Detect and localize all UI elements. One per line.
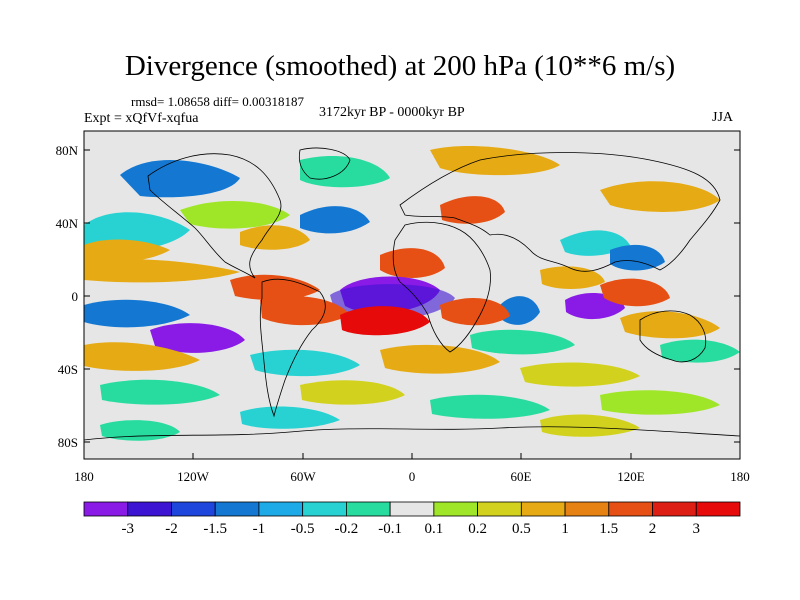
- field-patch: [600, 278, 670, 307]
- field-patch: [520, 362, 640, 387]
- colorbar-swatch: [127, 501, 172, 517]
- field-patch: [300, 156, 390, 188]
- coastline-north-america: [147, 153, 282, 279]
- field-patch: [240, 406, 340, 429]
- lon-tick-label: 180: [74, 469, 94, 484]
- lon-tick-label: 180: [730, 469, 750, 484]
- field-patch: [600, 181, 720, 212]
- colorbar-swatch: [695, 501, 741, 517]
- field-patch: [430, 394, 550, 419]
- field-patch: [84, 239, 170, 264]
- field-patch: [150, 323, 245, 353]
- colorbar-label: 3: [693, 521, 701, 537]
- lat-tick-label: 80N: [56, 143, 79, 158]
- colorbar-swatch: [477, 501, 522, 517]
- field-patch: [540, 266, 605, 289]
- experiment-label: Expt = xQfVf-xqfua: [84, 111, 199, 126]
- colorbar-swatch: [258, 501, 304, 517]
- colorbar-label: 1.5: [599, 521, 618, 537]
- coastlines: [83, 147, 741, 441]
- colorbar-label: 2: [649, 521, 657, 537]
- lat-tick-marks: [84, 149, 740, 443]
- colorbar-label: -0.5: [291, 521, 315, 537]
- field-patch: [380, 248, 445, 278]
- colorbar-swatch: [520, 501, 566, 517]
- colorbar-label: 1: [561, 521, 569, 537]
- lat-tick-labels: 80N 40N 0 40S 80S: [56, 143, 79, 450]
- field-patch: [84, 259, 240, 283]
- colorbar-label: 0.5: [512, 521, 531, 537]
- coastline-south-america: [259, 278, 326, 418]
- field-patch: [500, 296, 540, 325]
- colorbar-swatch: [433, 501, 479, 517]
- field-patch: [300, 380, 405, 405]
- lon-tick-label: 0: [409, 469, 416, 484]
- lon-tick-label: 120E: [617, 469, 645, 484]
- lon-tick-labels: 180 120W 60W 0 60E 120E 180: [74, 469, 750, 484]
- field-patch: [250, 349, 360, 377]
- colorbar-swatch: [652, 501, 697, 517]
- lon-tick-marks: [83, 453, 741, 459]
- colorbar-label: -1: [253, 521, 266, 537]
- colorbar-label: -2: [165, 521, 178, 537]
- field-patch: [300, 206, 370, 234]
- colorbar-label: -1.5: [203, 521, 227, 537]
- field-patch: [610, 244, 665, 271]
- colorbar-label: -0.1: [378, 521, 402, 537]
- field-patch: [240, 225, 310, 250]
- colorbar-label: -0.2: [335, 521, 359, 537]
- field-patch: [100, 379, 220, 405]
- lat-tick-label: 80S: [58, 435, 78, 450]
- lat-tick-label: 40N: [56, 216, 79, 231]
- colorbar-swatch: [302, 501, 347, 517]
- rmsd-diff-stats: rmsd= 1.08658 diff= 0.00318187: [131, 94, 304, 109]
- colorbar-label: -3: [121, 521, 134, 537]
- colorbar-swatch: [171, 501, 216, 517]
- lon-tick-label: 60W: [290, 469, 316, 484]
- field-patch: [260, 295, 350, 326]
- field-patch: [470, 329, 575, 355]
- field-patch: [84, 342, 200, 371]
- lon-tick-label: 120W: [177, 469, 210, 484]
- coastline-australia: [639, 310, 707, 363]
- field-patch: [230, 274, 320, 300]
- lat-tick-label: 40S: [58, 362, 78, 377]
- colorbar-swatch: [345, 501, 391, 517]
- colorbar-label: 0.1: [424, 521, 443, 537]
- field-patch: [84, 299, 190, 328]
- field-patch: [660, 339, 740, 363]
- plot-title: Divergence (smoothed) at 200 hPa (10**6 …: [124, 50, 676, 82]
- divergence-field: [84, 131, 740, 459]
- coastline-antarctica: [83, 426, 741, 441]
- colorbar-label: 0.2: [468, 521, 487, 537]
- field-patch: [620, 311, 720, 339]
- season-label: JJA: [712, 110, 734, 125]
- field-patch: [440, 196, 505, 224]
- lat-tick-label: 0: [72, 289, 79, 304]
- colorbar-swatch: [83, 501, 129, 517]
- colorbar-swatch: [389, 501, 435, 517]
- coastline-europe-asia: [399, 152, 721, 272]
- field-patch: [180, 200, 290, 229]
- colorbar-swatch: [214, 501, 260, 517]
- field-patch: [340, 306, 430, 336]
- colorbar-swatch: [564, 501, 610, 517]
- colorbar-swatch: [608, 501, 653, 517]
- field-patch: [430, 145, 560, 176]
- coastline-africa: [392, 221, 491, 353]
- field-patch: [540, 414, 640, 437]
- lon-tick-label: 60E: [511, 469, 532, 484]
- field-patch: [600, 390, 720, 415]
- coastline-greenland: [298, 147, 351, 180]
- time-period-label: 3172kyr BP - 0000kyr BP: [319, 105, 465, 120]
- field-patch: [380, 344, 500, 374]
- field-patch: [440, 298, 510, 326]
- colorbar: -3 -2 -1.5 -1 -0.5 -0.2 -0.1 0.1 0.2 0.5 1 1.5 2 3: [83, 501, 741, 537]
